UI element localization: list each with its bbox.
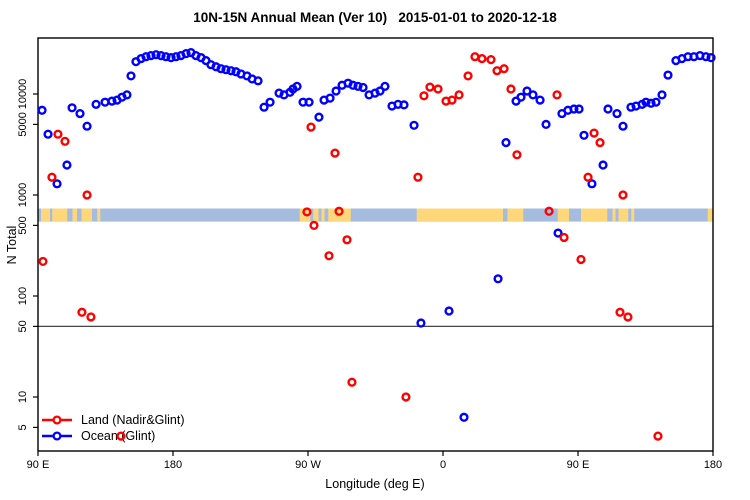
svg-text:90 E: 90 E bbox=[27, 459, 50, 471]
svg-text:5000: 5000 bbox=[17, 112, 29, 136]
svg-text:10: 10 bbox=[17, 391, 29, 403]
svg-text:50: 50 bbox=[17, 320, 29, 332]
svg-text:100: 100 bbox=[17, 287, 29, 305]
legend-label-land: Land (Nadir&Glint) bbox=[81, 413, 185, 427]
svg-text:180: 180 bbox=[164, 459, 182, 471]
chart-title: 10N-15N Annual Mean (Ver 10) 2015-01-01 … bbox=[193, 10, 557, 25]
legend-item-land: Land (Nadir&Glint) bbox=[40, 412, 185, 428]
x-axis-label: Longitude (deg E) bbox=[325, 477, 425, 491]
svg-text:0: 0 bbox=[440, 459, 446, 471]
ocean-series-swatch-icon bbox=[42, 431, 72, 441]
svg-text:5: 5 bbox=[17, 424, 29, 430]
svg-text:500: 500 bbox=[17, 216, 29, 234]
svg-text:90 W: 90 W bbox=[295, 459, 321, 471]
svg-text:90 E: 90 E bbox=[567, 459, 590, 471]
svg-text:10000: 10000 bbox=[17, 79, 29, 110]
land-series-swatch-icon bbox=[42, 415, 72, 425]
svg-text:180: 180 bbox=[704, 459, 722, 471]
svg-text:1000: 1000 bbox=[17, 183, 29, 207]
